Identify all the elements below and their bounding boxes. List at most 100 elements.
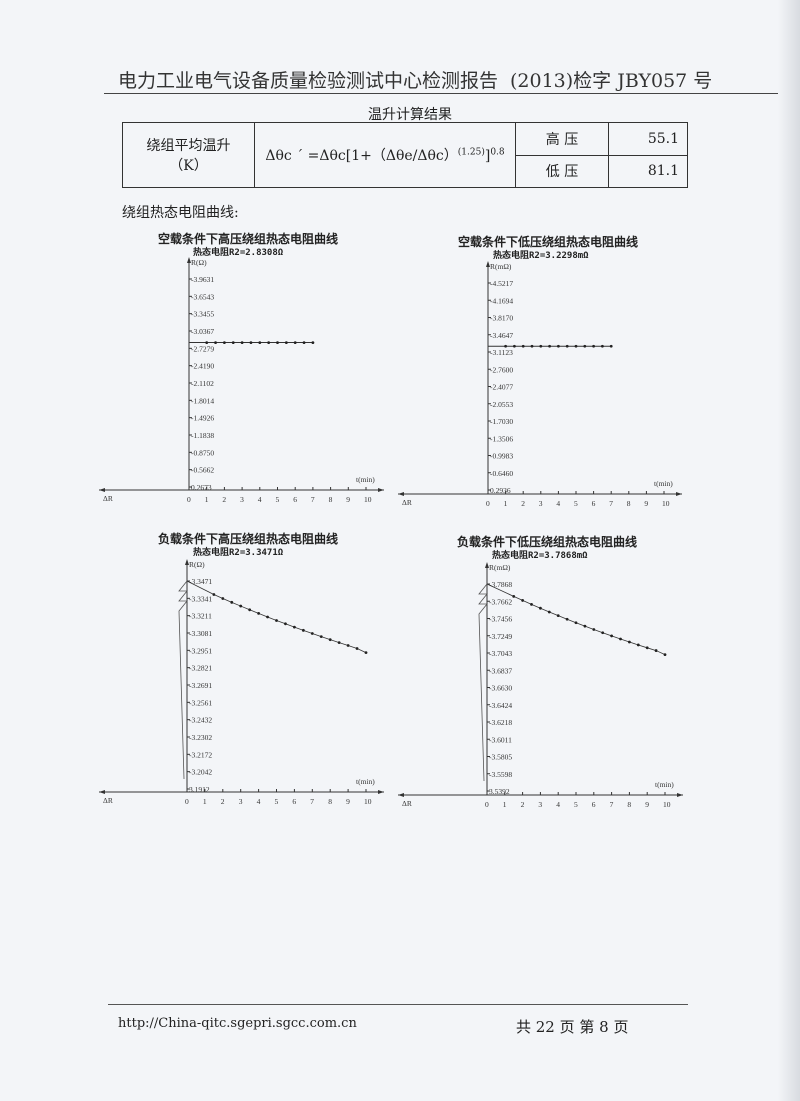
y-axis-label: R(Ω)	[191, 258, 207, 267]
side-hv: 高 压	[515, 122, 609, 156]
neg-axis-arrow-icon	[398, 492, 404, 496]
data-point	[583, 344, 587, 348]
x-axis-label: t(min)	[655, 780, 674, 789]
data-point	[223, 341, 226, 345]
data-point	[601, 344, 604, 348]
data-point	[346, 644, 350, 647]
data-point	[248, 608, 252, 612]
neg-axis-arrow-icon	[99, 790, 105, 794]
x-axis-label: t(min)	[356, 475, 375, 484]
x-tick-label: 7	[310, 797, 314, 806]
chart-subtitle: 热态电阻R2=3.3471Ω	[193, 548, 284, 558]
x-tick-label: 0	[187, 495, 191, 504]
y-tick-label: -3.5805	[489, 753, 512, 762]
formula-exponent: (1.25)	[457, 147, 485, 158]
x-tick-label: 9	[645, 800, 649, 809]
chart-title: 空载条件下高压绕组热态电阻曲线	[158, 232, 339, 246]
value-hv: 55.1	[608, 122, 688, 156]
y-tick-label: -1.1838	[191, 431, 214, 440]
x-tick-label: 5	[574, 800, 578, 809]
footer-url[interactable]: http://China-qitc.sgepri.sgcc.com.cn	[118, 1016, 357, 1031]
chart-3: R(Ω) t(min) ΔR 0 1 2 3 4 5 6 7 8 9 10 3.1912 -3.2042 -3.…	[99, 559, 384, 806]
y-tick-label: -1.3506	[490, 434, 513, 443]
data-point	[267, 341, 271, 345]
y-tick-label: -2.0553	[490, 400, 513, 409]
x-tick-label: 2	[221, 797, 225, 806]
x-axis-arrow-icon	[677, 793, 683, 797]
x-tick-label: 6	[292, 797, 296, 806]
data-point	[276, 341, 279, 345]
data-point	[319, 635, 323, 638]
extrapolation-line	[178, 580, 188, 780]
report-number: (2013)检字 JBY057 号	[510, 70, 713, 92]
data-point	[583, 624, 587, 628]
data-point	[574, 621, 578, 625]
y-tick-label: -3.2432	[189, 716, 212, 725]
data-point	[328, 638, 332, 642]
x-tick-label: 3	[240, 495, 244, 504]
x-tick-label: 1	[504, 499, 508, 508]
x-tick-label: 5	[275, 797, 279, 806]
y-tick-label: -1.4926	[191, 414, 214, 423]
data-point	[565, 344, 569, 348]
data-point	[530, 344, 534, 348]
x-tick-label: 3	[538, 800, 542, 809]
data-point	[565, 617, 569, 621]
x-tick-label: 0	[486, 499, 490, 508]
y-tick-label: -2.7279	[191, 344, 214, 353]
data-point	[610, 634, 613, 638]
y-tick-label: -2.4190	[191, 362, 214, 371]
y-tick-label: -3.2951	[189, 646, 212, 655]
x-tick-label: 8	[329, 495, 333, 504]
y-tick-label: -3.7456	[489, 615, 512, 624]
data-point	[301, 628, 305, 632]
x-axis-label: t(min)	[654, 479, 673, 488]
x-axis-arrow-icon	[378, 790, 384, 794]
data-point	[547, 610, 551, 614]
chart-2: R(mΩ) t(min) ΔR 0 1 2 3 4 5 6 7 8 9 10 0.2936 -0.6460 -0…	[398, 261, 682, 508]
neg-axis-label: ΔR	[402, 498, 412, 507]
y-tick-label: 0.2936	[490, 486, 511, 495]
y-tick-label: -3.3081	[189, 629, 212, 638]
data-point	[557, 344, 560, 348]
data-point	[311, 341, 315, 345]
data-point	[539, 606, 542, 610]
formula: Δθc ´ =Δθc[1+（Δθe/Δθc）	[265, 148, 458, 164]
data-point	[628, 640, 631, 644]
x-tick-label: 10	[364, 797, 372, 806]
formula-cell: Δθc ´ =Δθc[1+（Δθe/Δθc）(1.25)]0.8	[254, 122, 516, 188]
x-tick-label: 7	[610, 800, 614, 809]
y-tick-label: -2.1102	[191, 379, 214, 388]
y-tick-label: -3.2821	[189, 664, 212, 673]
data-point	[214, 341, 217, 345]
y-tick-label: -3.6837	[489, 666, 512, 675]
x-tick-label: 0	[485, 800, 489, 809]
chart-title: 空载条件下低压绕组热态电阻曲线	[458, 235, 639, 249]
neg-axis-label: ΔR	[103, 796, 113, 805]
neg-axis-label: ΔR	[402, 799, 412, 808]
x-tick-label: 6	[592, 499, 596, 508]
x-tick-label: 2	[521, 499, 525, 508]
x-tick-label: 8	[328, 797, 332, 806]
x-tick-label: 10	[364, 495, 372, 504]
y-tick-label: -3.4647	[490, 331, 513, 340]
extrapolation-line	[478, 583, 488, 782]
y-tick-label: -3.7043	[489, 649, 512, 658]
y-tick-label: -3.2172	[189, 750, 212, 759]
data-point	[231, 341, 235, 345]
data-point	[645, 646, 649, 650]
chart-title: 负载条件下低压绕组热态电阻曲线	[457, 535, 638, 549]
y-tick-label: -3.6218	[489, 718, 512, 727]
side-lv: 低 压	[515, 154, 609, 188]
data-point	[654, 649, 658, 652]
x-tick-label: 4	[257, 797, 261, 806]
data-point	[504, 344, 507, 348]
y-tick-label: -0.5662	[191, 466, 214, 475]
y-tick-label: 0.2673	[191, 483, 212, 492]
data-point	[212, 593, 216, 596]
data-point	[275, 619, 278, 622]
data-point	[310, 632, 314, 635]
data-point	[663, 653, 667, 656]
